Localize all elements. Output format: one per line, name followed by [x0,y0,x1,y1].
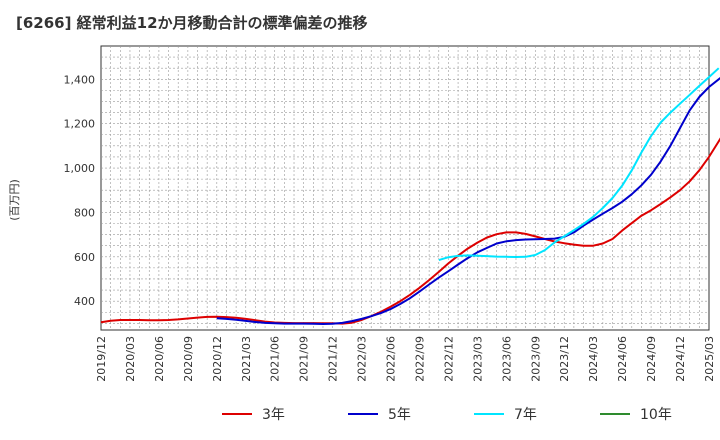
y-tick-label: 1,000 [64,162,96,175]
x-tick-label: 2021/09 [298,336,311,382]
x-tick-label: 2023/09 [529,336,542,382]
x-tick-label: 2020/06 [153,336,166,382]
legend: 3年 5年 7年 10年 [222,407,672,423]
legend-item: 5年 [348,407,411,423]
plot-area [100,45,710,331]
x-tick-label: 2024/09 [645,336,658,382]
x-tick-label: 2023/03 [471,336,484,382]
x-tick-label: 2021/12 [327,336,340,382]
axis-layer: 400 600 800 1,000 1,200 1,400 2019/12 2020/03 20… [64,73,717,381]
chart-title: [6266] 経常利益12か月移動合計の標準偏差の推移 [16,14,368,32]
x-tick-label: 2022/12 [442,336,455,382]
x-tick-label: 2021/06 [269,336,282,382]
legend-label: 3年 [262,407,285,423]
x-tick-label: 2022/09 [413,336,426,382]
series-line [100,137,720,325]
x-tick-label: 2022/03 [356,336,369,382]
series-line [438,67,720,262]
legend-item: 3年 [222,407,285,423]
legend-label: 5年 [388,407,411,423]
x-tick-label: 2025/03 [703,336,716,382]
y-tick-label: 400 [74,295,95,308]
x-tick-label: 2022/06 [385,336,398,382]
x-tick-label: 2024/03 [587,336,600,382]
series-line [216,76,720,325]
legend-item: 10年 [600,407,672,423]
x-tick-label: 2020/12 [211,336,224,382]
x-tick-label: 2020/03 [124,336,137,382]
legend-label: 7年 [514,407,537,423]
y-tick-label: 600 [74,251,95,264]
y-tick-label: 800 [74,206,95,219]
series-layer [100,67,720,325]
y-tick-label: 1,400 [64,73,96,86]
grid-layer [100,45,710,331]
x-tick-label: 2023/12 [558,336,571,382]
x-tick-label: 2021/03 [240,336,253,382]
x-tick-label: 2024/12 [674,336,687,382]
x-tick-label: 2024/06 [616,336,629,382]
x-tick-label: 2019/12 [95,336,108,382]
x-tick-label: 2023/06 [500,336,513,382]
y-axis-label: (百万円) [8,179,21,221]
y-tick-label: 1,200 [64,118,96,131]
x-tick-label: 2020/09 [182,336,195,382]
legend-label: 10年 [640,407,672,423]
legend-item: 7年 [474,407,537,423]
